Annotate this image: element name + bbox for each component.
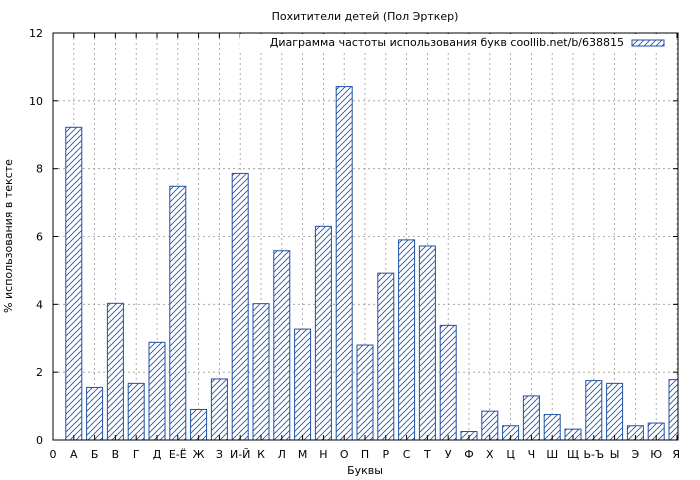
y-tick-label: 12 <box>29 27 43 40</box>
bar-У <box>439 324 457 441</box>
x-tick-label: Ж <box>193 448 205 461</box>
legend-swatch <box>631 39 665 47</box>
x-tick-label: О <box>340 448 349 461</box>
x-tick-label: Б <box>91 448 99 461</box>
x-tick-label: Р <box>382 448 389 461</box>
bar-А <box>65 126 83 441</box>
x-axis-label: Буквы <box>347 464 383 477</box>
y-tick-label: 10 <box>29 95 43 108</box>
x-tick-label: Ш <box>546 448 558 461</box>
y-tick-label: 2 <box>36 366 43 379</box>
y-axis-label: % использования в тексте <box>2 159 15 313</box>
legend-box <box>240 34 676 51</box>
x-tick-label: И-Й <box>230 448 250 461</box>
legend: Диаграмма частоты использования букв coo… <box>240 34 676 51</box>
bar-Ы <box>606 382 624 441</box>
x-tick-label: Ц <box>506 448 515 461</box>
x-tick-label: Л <box>278 448 286 461</box>
x-tick-label: Н <box>319 448 327 461</box>
bar-М <box>294 328 312 441</box>
x-tick-label: З <box>216 448 223 461</box>
x-tick-label: Е-Ё <box>169 448 187 461</box>
x-tick-label: Ы <box>610 448 620 461</box>
bar-П <box>356 344 374 441</box>
x-tick-label: Х <box>486 448 494 461</box>
x-tick-label: Ф <box>464 448 473 461</box>
x-tick-label: Ь-Ъ <box>583 448 604 461</box>
plot-frame <box>52 32 679 441</box>
x-tick-label: У <box>445 448 452 461</box>
x-tick-label: К <box>257 448 265 461</box>
bar-К <box>252 303 270 441</box>
grid <box>53 33 678 440</box>
bar-С <box>398 239 416 441</box>
y-tick-label: 6 <box>36 231 43 244</box>
y-tick-label: 4 <box>36 298 43 311</box>
bar-Р <box>377 272 395 441</box>
y-tick-label: 8 <box>36 163 43 176</box>
bar-Л <box>273 250 291 441</box>
x-tick-label: Т <box>423 448 431 461</box>
x-tick-label: Щ <box>567 448 579 461</box>
chart-title: Похитители детей (Пол Эрткер) <box>272 10 459 23</box>
x-tick-label: Г <box>133 448 140 461</box>
x-tick-label: П <box>361 448 369 461</box>
x-tick-label: Э <box>632 448 640 461</box>
bar-Т <box>418 245 436 441</box>
bar-И-Й <box>231 172 249 441</box>
bar-Ь-Ъ <box>585 380 603 441</box>
x-tick-label: 0 <box>50 448 57 461</box>
bar-Д <box>148 341 166 441</box>
bar-О <box>335 86 353 441</box>
bars <box>65 86 679 441</box>
x-tick-label: Ю <box>650 448 662 461</box>
bar-Н <box>314 225 332 441</box>
legend-label: Диаграмма частоты использования букв coo… <box>270 36 624 49</box>
bar-Я <box>668 379 679 441</box>
x-tick-label: Я <box>672 448 680 461</box>
y-tick-label: 0 <box>36 434 43 447</box>
x-tick-label: А <box>70 448 78 461</box>
x-tick-label: С <box>403 448 411 461</box>
x-tick-label: В <box>112 448 120 461</box>
x-tick-label: Ч <box>528 448 536 461</box>
bar-Ч <box>522 395 540 441</box>
bar-Е-Ё <box>169 185 187 441</box>
x-tick-label: М <box>298 448 308 461</box>
bar-З <box>210 378 228 441</box>
bar-В <box>106 302 124 441</box>
x-tick-label: Д <box>153 448 162 461</box>
bar-Б <box>86 386 104 441</box>
bar-Г <box>127 382 145 441</box>
